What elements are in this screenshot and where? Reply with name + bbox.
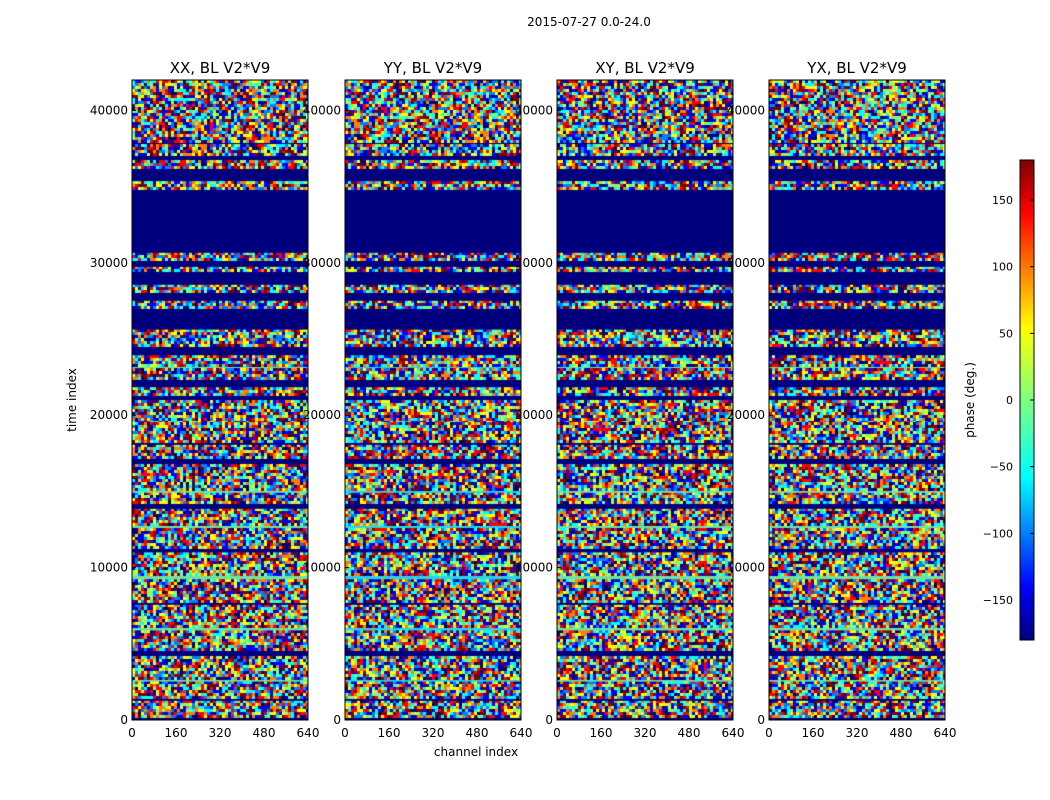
panels: XX, BL V2*V9 0 160 320 480 640 0 10000 20000 3000… bbox=[90, 59, 957, 740]
y-tick-label: 10000 bbox=[515, 561, 553, 575]
panel-3: YX, BL V2*V9 0 160 320 480 640 0 10000 20000 3000… bbox=[727, 59, 957, 740]
x-tick-label: 0 bbox=[765, 726, 773, 740]
x-tick-label: 480 bbox=[466, 726, 489, 740]
panel-title: YX, BL V2*V9 bbox=[806, 59, 907, 77]
y-tick-label: 30000 bbox=[90, 256, 128, 270]
heatmap-image bbox=[132, 80, 308, 720]
y-tick-label: 20000 bbox=[727, 408, 765, 422]
y-tick-label: 0 bbox=[333, 713, 341, 727]
colorbar-tick-label: −50 bbox=[990, 461, 1013, 474]
heatmap-canvas bbox=[345, 80, 521, 720]
x-tick-label: 640 bbox=[722, 726, 745, 740]
y-tick-label: 30000 bbox=[515, 256, 553, 270]
y-tick-label: 20000 bbox=[515, 408, 553, 422]
heatmap-canvas bbox=[557, 80, 733, 720]
x-tick-label: 480 bbox=[253, 726, 276, 740]
y-tick-label: 40000 bbox=[515, 103, 553, 117]
y-tick-label: 40000 bbox=[303, 103, 341, 117]
panel-title: YY, BL V2*V9 bbox=[383, 59, 482, 77]
y-tick-label: 20000 bbox=[90, 408, 128, 422]
x-tick-label: 0 bbox=[341, 726, 349, 740]
heatmap-canvas bbox=[132, 80, 308, 720]
colorbar-tick-label: 0 bbox=[1006, 394, 1013, 407]
x-tick-label: 480 bbox=[890, 726, 913, 740]
panel-title: XX, BL V2*V9 bbox=[170, 59, 271, 77]
heatmap-image bbox=[769, 80, 945, 720]
y-tick-label: 20000 bbox=[303, 408, 341, 422]
heatmap-image bbox=[557, 80, 733, 720]
x-tick-label: 320 bbox=[634, 726, 657, 740]
y-tick-label: 40000 bbox=[90, 103, 128, 117]
y-tick-label: 30000 bbox=[727, 256, 765, 270]
y-tick-label: 0 bbox=[545, 713, 553, 727]
colorbar: −150 −100 −50 0 50 100 150 phase (deg.) bbox=[963, 159, 1035, 641]
y-tick-label: 0 bbox=[120, 713, 128, 727]
y-tick-label: 0 bbox=[757, 713, 765, 727]
x-axis-label: channel index bbox=[434, 745, 518, 759]
x-tick-label: 160 bbox=[590, 726, 613, 740]
colorbar-tick-label: 100 bbox=[992, 261, 1013, 274]
y-tick-label: 40000 bbox=[727, 103, 765, 117]
panel-1: YY, BL V2*V9 0 160 320 480 640 0 10000 20000 3000… bbox=[303, 59, 533, 740]
x-tick-label: 0 bbox=[128, 726, 136, 740]
colorbar-tick-label: 50 bbox=[999, 327, 1013, 340]
x-tick-label: 160 bbox=[802, 726, 825, 740]
panel-title: XY, BL V2*V9 bbox=[595, 59, 695, 77]
x-tick-label: 160 bbox=[378, 726, 401, 740]
heatmap-canvas bbox=[769, 80, 945, 720]
x-tick-label: 160 bbox=[165, 726, 188, 740]
colorbar-label: phase (deg.) bbox=[963, 362, 977, 438]
colorbar-tick-label: 150 bbox=[992, 194, 1013, 207]
figure-suptitle: 2015-07-27 0.0-24.0 bbox=[527, 15, 651, 29]
x-tick-label: 320 bbox=[209, 726, 232, 740]
y-tick-label: 10000 bbox=[303, 561, 341, 575]
heatmap-image bbox=[345, 80, 521, 720]
y-tick-label: 10000 bbox=[90, 561, 128, 575]
x-tick-label: 320 bbox=[846, 726, 869, 740]
x-tick-label: 0 bbox=[553, 726, 561, 740]
colorbar-tick-label: −150 bbox=[983, 594, 1013, 607]
colorbar-tick-label: −100 bbox=[983, 527, 1013, 540]
x-tick-label: 480 bbox=[678, 726, 701, 740]
y-tick-label: 30000 bbox=[303, 256, 341, 270]
x-tick-label: 320 bbox=[422, 726, 445, 740]
y-tick-label: 10000 bbox=[727, 561, 765, 575]
x-tick-label: 640 bbox=[934, 726, 957, 740]
panel-2: XY, BL V2*V9 0 160 320 480 640 0 10000 20000 3000… bbox=[515, 59, 745, 740]
panel-0: XX, BL V2*V9 0 160 320 480 640 0 10000 20000 3000… bbox=[90, 59, 320, 740]
x-tick-label: 640 bbox=[297, 726, 320, 740]
colorbar-ticks: −150 −100 −50 0 50 100 150 bbox=[983, 194, 1034, 607]
y-axis-label: time index bbox=[65, 368, 79, 432]
x-tick-label: 640 bbox=[510, 726, 533, 740]
